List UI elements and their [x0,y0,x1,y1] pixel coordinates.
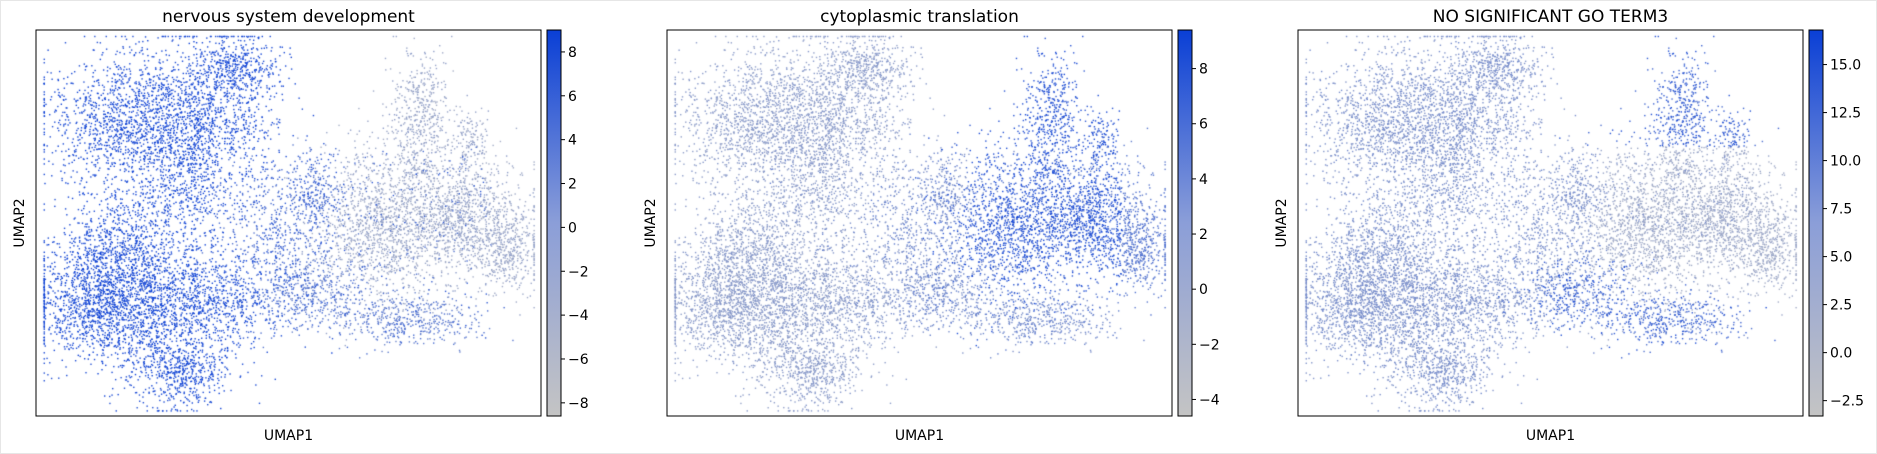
colorbar-tick-label: 2 [1199,227,1208,243]
colorbar-tick-label: 0 [1199,282,1208,298]
colorbar-tick-label: 10.0 [1830,154,1861,170]
axes-frame [1297,29,1804,417]
colorbar-tick-label: 5.0 [1830,250,1852,266]
colorbar-tick-label: 2.5 [1830,298,1852,314]
colorbar-tick-label: 8 [568,45,577,61]
axes-frame [35,29,542,417]
colorbar-tick-label: 4 [1199,172,1208,188]
colorbar-tick-label: 12.5 [1830,106,1861,122]
umap-scatter [1298,30,1803,416]
colorbar-tick-label: 4 [568,133,577,149]
colorbar-tick-label: −4 [1199,392,1220,408]
colorbar-tick-label: −6 [568,352,589,368]
colorbar [1808,29,1824,417]
colorbar-tick-label: −2 [568,264,589,280]
axes-frame [666,29,1173,417]
scatter-points [36,30,541,416]
scatter-points [1298,30,1803,416]
colorbar-tick-label: 2 [568,177,577,193]
colorbar-tick-label: −2.5 [1830,394,1864,410]
colorbar-tick-label: 0.0 [1830,346,1852,362]
colorbar-tick-label: 6 [568,89,577,105]
x-axis-label: UMAP1 [264,428,313,444]
colorbar-tick-label: 15.0 [1830,58,1861,74]
y-axis-label: UMAP2 [12,198,28,247]
panel-3: NO SIGNIFICANT GO TERM3 UMAP1 UMAP2 15.0 12.… [1274,7,1864,444]
colorbar-tick-label: −4 [568,308,589,324]
panel-2: cytoplasmic translation UMAP1 UMAP2 8 6 4 2 0 −2… [643,7,1220,444]
panel-title: NO SIGNIFICANT GO TERM3 [1433,7,1668,27]
colorbar-tick-label: 6 [1199,117,1208,133]
colorbar [546,29,562,417]
colorbar [1177,29,1193,417]
scatter-points [667,30,1172,416]
colorbar-tick-label: −8 [568,396,589,412]
colorbar-tick-label: 0 [568,220,577,236]
colorbar-tick-label: −2 [1199,337,1220,353]
panel-title: nervous system development [162,7,415,27]
umap-scatter [36,30,541,416]
y-axis-label: UMAP2 [643,198,659,247]
panel-1: nervous system development UMAP1 UMAP2 8 6 4 2… [12,7,589,444]
y-axis-label: UMAP2 [1274,198,1290,247]
x-axis-label: UMAP1 [1526,428,1575,444]
x-axis-label: UMAP1 [895,428,944,444]
umap-scatter [667,30,1172,416]
colorbar-tick-label: 7.5 [1830,202,1852,218]
colorbar-tick-label: 8 [1199,62,1208,78]
panel-title: cytoplasmic translation [820,7,1019,27]
